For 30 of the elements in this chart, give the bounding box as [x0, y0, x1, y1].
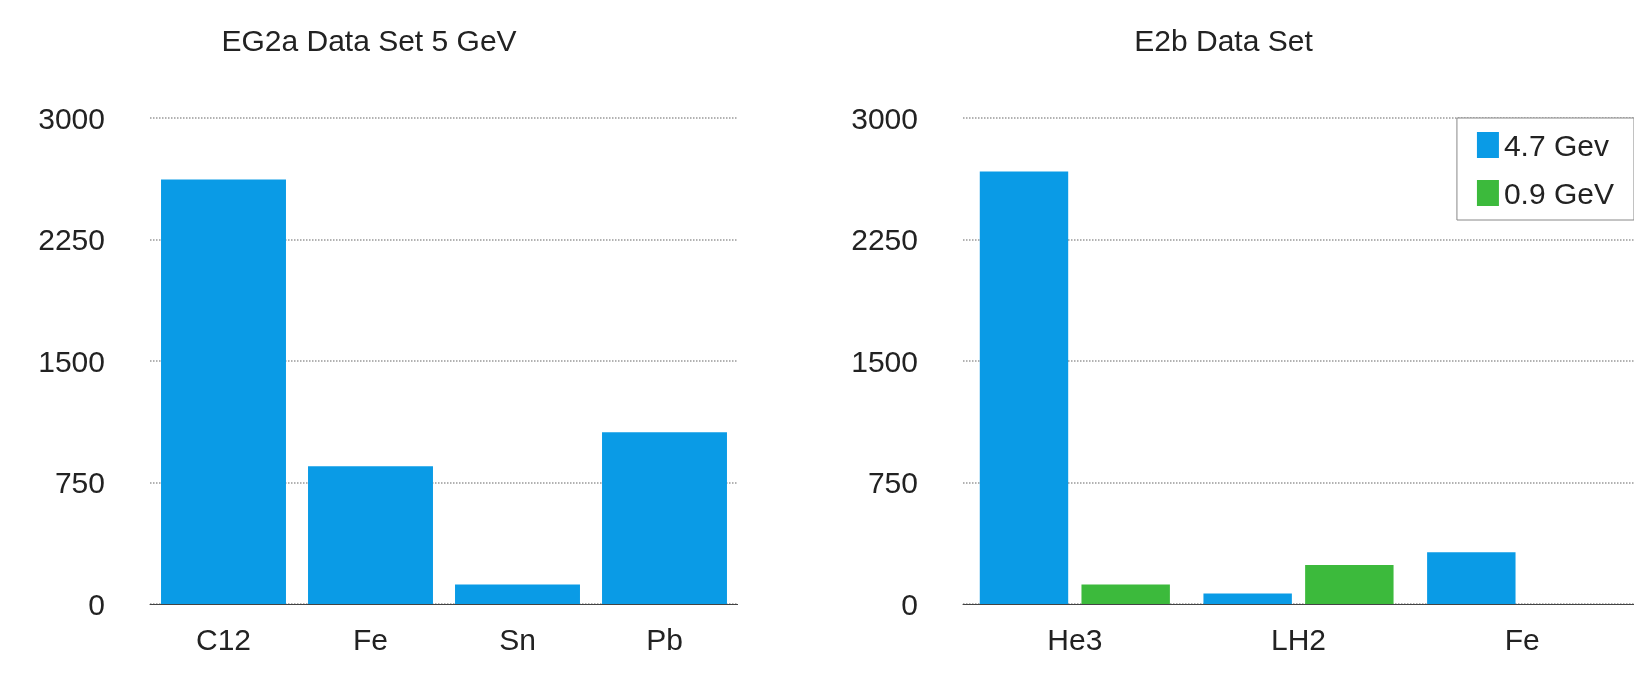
x-tick-label: Sn — [499, 622, 536, 656]
bar — [1203, 593, 1292, 604]
x-tick-label: He3 — [1047, 622, 1103, 656]
bar — [308, 466, 433, 604]
chart-title: EG2a Data Set 5 GeV — [221, 23, 517, 57]
y-tick-label: 0 — [901, 587, 918, 621]
y-tick-label: 750 — [54, 466, 105, 499]
y-tick-label: 3000 — [38, 101, 105, 135]
y-tick-label: 0 — [88, 587, 105, 621]
bar — [1305, 565, 1394, 604]
chart-title: E2b Data Set — [1134, 23, 1314, 57]
legend-label: 0.9 GeV — [1503, 176, 1615, 210]
y-tick-label: 1500 — [851, 344, 918, 378]
bar — [602, 432, 727, 604]
x-tick-label: C12 — [195, 622, 252, 656]
legend-label: 4.7 Gev — [1503, 128, 1609, 162]
y-tick-label: 1500 — [38, 344, 105, 378]
x-tick-label: Pb — [646, 622, 683, 656]
bar — [1081, 584, 1170, 604]
y-tick-label: 2250 — [38, 223, 105, 256]
y-tick-label: 3000 — [851, 101, 918, 135]
bar — [1427, 552, 1516, 604]
y-tick-label: 2250 — [851, 223, 918, 256]
x-tick-label: LH2 — [1270, 622, 1327, 656]
bar — [455, 584, 580, 604]
x-tick-label: Fe — [1504, 622, 1540, 656]
x-tick-label: Fe — [352, 622, 389, 656]
y-tick-label: 750 — [867, 466, 918, 499]
bar — [161, 179, 286, 604]
bar — [979, 171, 1069, 604]
